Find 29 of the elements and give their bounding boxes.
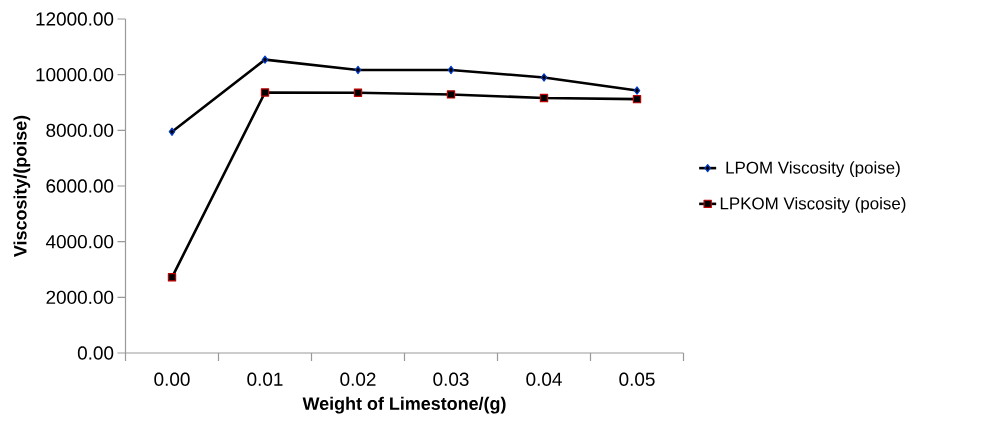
- x-tick-label: 0.02: [340, 372, 376, 386]
- y-tick-label: 8000.00: [46, 123, 114, 138]
- y-tick-label: 2000.00: [46, 290, 114, 305]
- y-tick-label: 4000.00: [45, 234, 114, 249]
- point: [354, 65, 362, 75]
- x-axis-title: Weight of Limestone/(g): [302, 396, 506, 414]
- x-tick-label: 0.03: [433, 372, 469, 386]
- point: [632, 94, 642, 104]
- point: [539, 93, 549, 103]
- point: [353, 88, 363, 97]
- x-tick-label: 0.05: [619, 372, 655, 386]
- point: [446, 90, 456, 99]
- point: [633, 86, 641, 95]
- y-tick-label: 6000.00: [46, 179, 114, 193]
- point: [540, 73, 548, 82]
- y-tick-label: 10000.00: [36, 67, 114, 82]
- point: [261, 55, 269, 64]
- x-tick-label: 0.00: [154, 372, 190, 386]
- y-tick-label: 12000.00: [36, 12, 114, 26]
- legend-label: LPOM Viscosity (poise): [726, 161, 900, 178]
- y-axis-title: Viscosity/(poise): [13, 115, 31, 257]
- point: [260, 88, 270, 97]
- point: [447, 65, 455, 75]
- y-tick-label: 0.00: [77, 346, 114, 360]
- x-tick-label: 0.04: [526, 372, 562, 386]
- point: [168, 127, 176, 136]
- x-tick-label: 0.01: [247, 372, 283, 386]
- point: [167, 273, 177, 282]
- legend-label: LPKOM Viscosity (poise): [720, 197, 906, 213]
